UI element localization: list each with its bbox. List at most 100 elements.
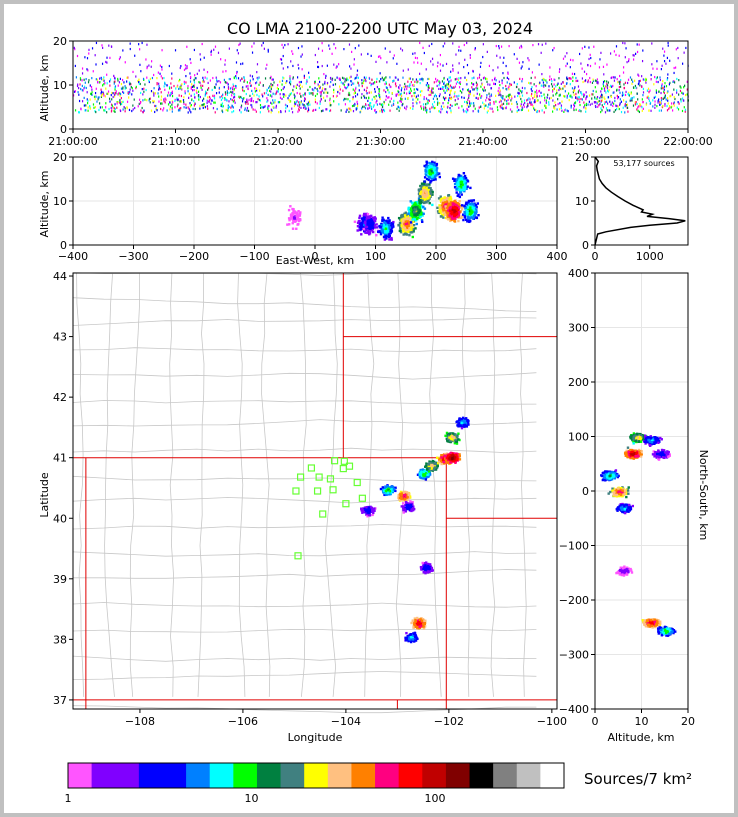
- source-cell: [375, 226, 379, 229]
- source-cell: [401, 221, 405, 224]
- source-point: [378, 94, 380, 97]
- source-point: [204, 76, 206, 79]
- source-cell: [430, 179, 433, 183]
- source-point: [388, 91, 390, 94]
- source-point: [585, 107, 587, 110]
- source-cell: [397, 223, 400, 227]
- source-point: [449, 103, 452, 107]
- source-point: [673, 80, 675, 83]
- source-point: [537, 43, 540, 46]
- source-point: [520, 67, 522, 70]
- source-point: [559, 102, 561, 105]
- source-point: [81, 79, 83, 82]
- source-point: [164, 97, 166, 100]
- source-point: [156, 109, 158, 112]
- source-point: [117, 79, 119, 82]
- source-point: [571, 72, 574, 75]
- source-point: [417, 61, 419, 64]
- source-point: [110, 103, 113, 106]
- x-tick-label: 21:10:00: [151, 135, 200, 148]
- source-point: [394, 76, 396, 79]
- source-cell: [469, 206, 472, 209]
- source-point: [408, 91, 410, 95]
- source-point: [301, 53, 303, 56]
- source-cell: [464, 185, 467, 188]
- source-point: [592, 93, 594, 96]
- source-cell: [467, 218, 470, 222]
- source-point: [341, 76, 344, 79]
- source-cell: [402, 225, 405, 229]
- source-cell: [289, 205, 292, 208]
- source-point: [281, 79, 284, 82]
- source-point: [390, 97, 392, 100]
- source-point: [675, 48, 677, 51]
- source-cell: [375, 233, 378, 237]
- source-point: [686, 80, 688, 83]
- source-point: [336, 76, 338, 79]
- source-point: [363, 94, 365, 98]
- source-point: [548, 101, 550, 104]
- source-cell: [430, 171, 434, 175]
- source-cell: [470, 199, 473, 202]
- source-point: [387, 88, 389, 92]
- source-point: [481, 95, 483, 98]
- source-point: [123, 105, 125, 109]
- source-point: [649, 102, 651, 105]
- source-point: [477, 97, 479, 100]
- source-point: [486, 50, 488, 53]
- source-point: [610, 103, 612, 106]
- source-cell: [368, 215, 371, 218]
- source-point: [466, 104, 468, 107]
- source-point: [519, 46, 521, 49]
- source-point: [436, 84, 438, 88]
- source-point: [79, 77, 82, 80]
- source-point: [281, 83, 283, 86]
- source-point: [159, 72, 161, 75]
- source-point: [528, 59, 530, 62]
- source-point: [484, 104, 486, 108]
- source-point: [308, 92, 310, 95]
- source-cell: [412, 203, 416, 206]
- source-point: [226, 81, 228, 85]
- source-point: [535, 96, 537, 99]
- source-cell: [388, 238, 391, 241]
- source-point: [139, 48, 141, 51]
- source-cell: [475, 210, 478, 213]
- source-cell: [438, 175, 442, 179]
- source-point: [664, 96, 666, 99]
- source-point: [189, 105, 191, 108]
- source-cell: [459, 177, 462, 180]
- source-point: [298, 81, 300, 84]
- source-cell: [474, 212, 478, 215]
- source-point: [132, 70, 134, 74]
- source-point: [632, 80, 634, 83]
- source-point: [447, 101, 449, 105]
- source-point: [619, 82, 621, 86]
- source-point: [680, 86, 682, 89]
- source-point: [181, 83, 183, 86]
- source-point: [369, 81, 371, 84]
- source-point: [293, 97, 296, 100]
- source-point: [575, 92, 577, 96]
- source-point: [187, 111, 189, 114]
- source-point: [529, 98, 531, 101]
- source-point: [527, 57, 529, 60]
- source-cell: [388, 233, 391, 236]
- source-point: [402, 76, 404, 79]
- east-west-xlabel: East-West, km: [276, 254, 354, 267]
- county-line: [300, 272, 307, 697]
- source-point: [85, 86, 87, 90]
- source-point: [379, 72, 381, 75]
- source-point: [243, 97, 245, 100]
- source-point: [263, 92, 266, 95]
- source-point: [169, 105, 172, 108]
- source-point: [667, 73, 669, 76]
- source-point: [446, 110, 448, 113]
- source-point: [214, 45, 217, 48]
- source-point: [557, 98, 559, 101]
- source-point: [177, 103, 179, 106]
- source-cell: [369, 228, 373, 232]
- source-point: [673, 66, 675, 70]
- source-point: [641, 106, 643, 109]
- source-point: [174, 99, 176, 103]
